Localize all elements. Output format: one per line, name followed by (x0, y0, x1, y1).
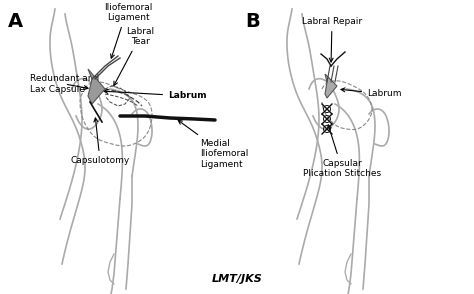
Text: B: B (245, 12, 260, 31)
Text: Lateral
Iliofemoral
Ligament: Lateral Iliofemoral Ligament (104, 0, 152, 58)
Text: Labral
Tear: Labral Tear (114, 26, 154, 86)
Polygon shape (88, 69, 105, 104)
Text: Labrum: Labrum (104, 89, 207, 101)
Text: A: A (8, 12, 23, 31)
Polygon shape (325, 74, 337, 98)
Text: Capsulotomy: Capsulotomy (70, 118, 129, 165)
Text: Capsular
Plication Stitches: Capsular Plication Stitches (303, 125, 381, 178)
Text: Redundant and
Lax Capsule: Redundant and Lax Capsule (30, 74, 99, 94)
Text: LMT/JKS: LMT/JKS (211, 274, 263, 284)
Text: Labrum: Labrum (341, 88, 401, 98)
Text: Medial
Iliofemoral
Ligament: Medial Iliofemoral Ligament (178, 120, 248, 169)
Text: Labral Repair: Labral Repair (302, 17, 362, 62)
